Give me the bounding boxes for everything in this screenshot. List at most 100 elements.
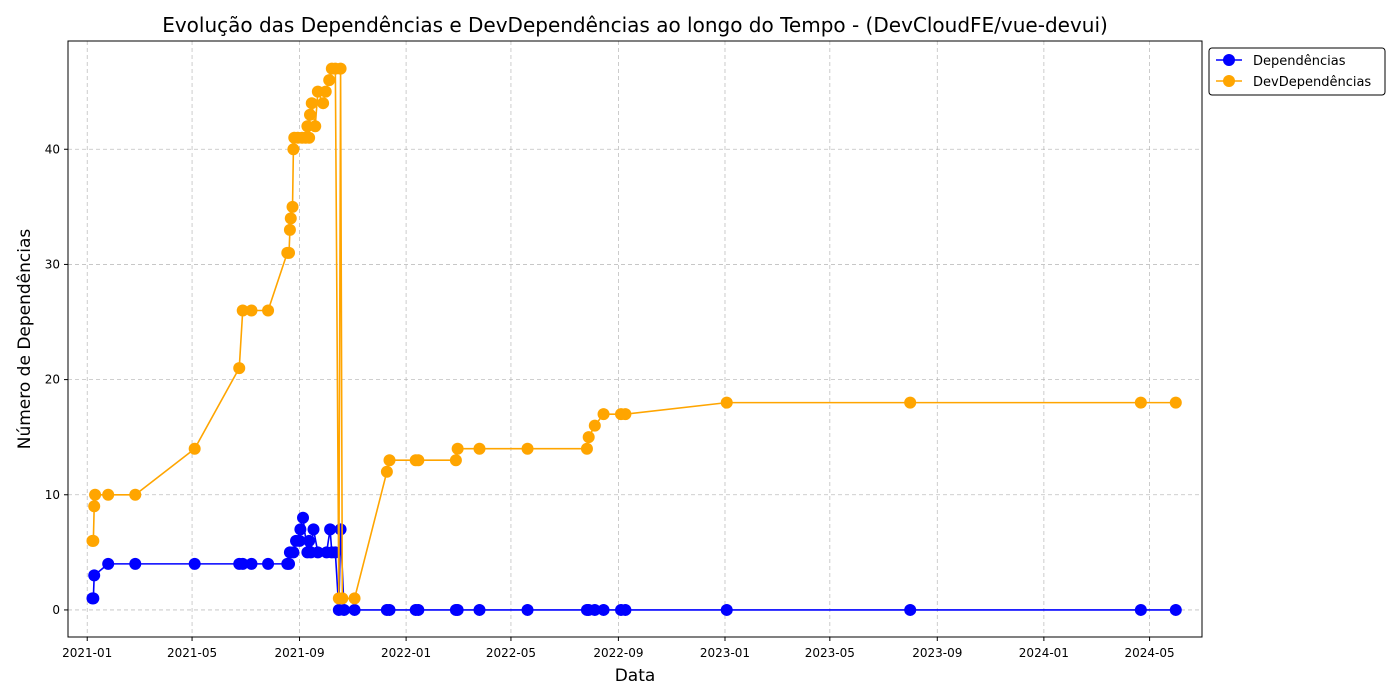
data-point-dependencias [294,523,307,536]
data-point-devdependencias [383,454,396,467]
data-point-dependencias [303,534,316,547]
x-tick-label: 2023-01 [700,646,750,660]
data-point-devdependencias [304,108,316,121]
data-point-devdependencias [283,246,296,259]
data-point-devdependencias [102,488,115,501]
legend-marker-dependencias [1223,54,1235,66]
data-point-dependencias [383,603,396,616]
data-point-dependencias [588,603,601,616]
x-tick-label: 2023-09 [912,646,962,660]
y-tick-label: 10 [45,488,60,502]
data-point-devdependencias [582,431,595,444]
series-layer [86,62,1182,616]
data-point-devdependencias [588,419,601,432]
data-point-devdependencias [236,304,249,317]
data-point-devdependencias [89,488,102,501]
data-point-devdependencias [336,592,349,605]
data-point-devdependencias [348,592,361,605]
x-tick-label: 2021-05 [167,646,217,660]
data-point-dependencias [1134,603,1147,616]
data-point-devdependencias [1169,396,1182,409]
data-point-dependencias [297,511,310,524]
x-axis: 2021-01 2021-05 2021-09 2022-01 2022-05 2022-… [62,637,1175,660]
data-point-dependencias [293,534,306,547]
data-point-dependencias [451,603,464,616]
data-point-dependencias [338,603,351,616]
data-point-devdependencias [262,304,275,317]
y-tick-label: 30 [45,257,60,271]
series-dependencias [86,511,1182,616]
data-point-devdependencias [619,408,632,421]
data-point-dependencias [521,603,534,616]
data-point-devdependencias [309,120,322,133]
data-point-devdependencias [303,131,316,144]
y-tick-label: 20 [45,373,60,387]
legend-label-dependencias: Dependências [1253,54,1346,69]
chart-title: Evolução das Dependências e DevDependênc… [162,13,1108,37]
series-devdependencias [86,62,1182,605]
data-point-devdependencias [305,97,318,110]
data-point-dependencias [236,557,249,570]
data-point-devdependencias [1134,396,1147,409]
data-point-devdependencias [317,97,330,110]
data-point-devdependencias [283,223,296,236]
data-point-devdependencias [88,500,101,513]
y-tick-label: 40 [45,142,60,156]
data-point-devdependencias [597,408,610,421]
legend-marker-devdependencias [1223,75,1235,87]
data-point-devdependencias [521,442,534,455]
data-point-dependencias [88,569,101,582]
data-point-devdependencias [473,442,486,455]
data-point-dependencias [334,523,347,536]
data-point-dependencias [412,603,425,616]
x-tick-label: 2021-09 [274,646,324,660]
data-point-dependencias [473,603,486,616]
data-point-devdependencias [580,442,593,455]
data-point-devdependencias [284,212,297,225]
x-tick-label: 2022-09 [593,646,643,660]
data-point-dependencias [129,557,142,570]
grid [68,41,1202,637]
legend: Dependências DevDependências [1208,47,1386,96]
data-point-dependencias [904,603,917,616]
data-point-dependencias [1169,603,1182,616]
data-point-devdependencias [412,454,425,467]
x-tick-label: 2022-05 [486,646,536,660]
x-tick-label: 2024-01 [1019,646,1069,660]
data-point-devdependencias [334,62,347,75]
y-axis: 0 10 20 30 40 [45,142,68,617]
data-point-dependencias [287,546,300,559]
data-point-dependencias [307,523,320,536]
series-line-devdependencias [92,67,1176,600]
data-point-devdependencias [245,304,258,317]
data-point-dependencias [597,603,610,616]
x-tick-label: 2022-01 [381,646,431,660]
data-point-devdependencias [720,396,733,409]
y-axis-title: Número de Dependências [15,229,35,450]
data-point-devdependencias [286,200,299,213]
data-point-devdependencias [451,442,464,455]
data-point-devdependencias [323,74,336,87]
data-point-devdependencias [319,85,332,98]
data-point-dependencias [619,603,632,616]
data-point-devdependencias [87,534,100,547]
legend-box [1208,47,1386,96]
data-point-devdependencias [449,454,462,467]
plot-area-frame [67,40,1203,638]
data-point-dependencias [188,557,201,570]
data-point-dependencias [348,603,361,616]
data-point-devdependencias [904,396,917,409]
x-tick-label: 2021-01 [62,646,112,660]
data-point-devdependencias [287,143,300,156]
x-axis-title: Data [615,666,656,686]
data-point-devdependencias [188,442,201,455]
data-point-dependencias [87,592,100,605]
data-point-dependencias [324,523,337,536]
data-point-dependencias [311,546,324,559]
data-point-devdependencias [129,488,142,501]
data-point-dependencias [262,557,275,570]
x-tick-label: 2024-05 [1125,646,1175,660]
y-tick-label: 0 [52,603,60,617]
data-point-dependencias [283,557,296,570]
x-tick-label: 2023-05 [805,646,855,660]
